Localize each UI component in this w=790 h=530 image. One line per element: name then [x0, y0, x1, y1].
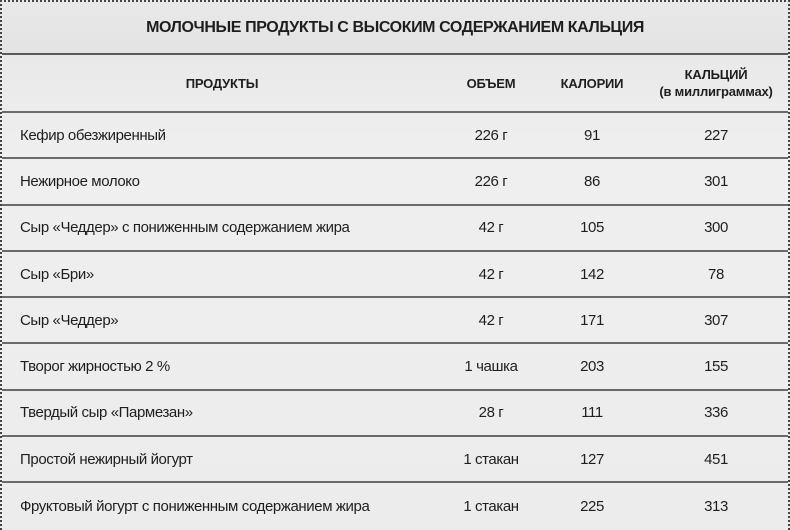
calcium-cell: 307: [704, 311, 728, 329]
calcium-cell: 301: [704, 172, 728, 190]
calories-cell: 105: [580, 219, 604, 237]
header-calcium: КАЛЬЦИЙ (в миллиграммах): [644, 66, 788, 100]
calories-cell: 142: [580, 265, 604, 283]
volume-cell: 42 г: [478, 219, 504, 237]
product-name-cell: Сыр «Чеддер»: [20, 311, 119, 329]
table-row: Фруктовый йогурт с пониженным содержание…: [2, 483, 788, 529]
calories-cell: 203: [580, 358, 604, 376]
calcium-cell: 313: [704, 498, 728, 516]
calories-cell: 127: [580, 450, 604, 468]
product-name-cell: Простой нежирный йогурт: [20, 450, 193, 468]
volume-cell: 1 стакан: [463, 450, 519, 468]
product-name-cell: Сыр «Чеддер» с пониженным содержанием жи…: [20, 219, 350, 237]
calories-cell: 225: [580, 498, 604, 516]
volume-cell: 42 г: [478, 265, 504, 283]
volume-cell: 42 г: [478, 311, 504, 329]
table-row: Кефир обезжиренный 226 г 91 227: [2, 113, 788, 160]
table-row: Сыр «Бри» 42 г 142 78: [2, 252, 788, 299]
header-row: ПРОДУКТЫ ОБЪЕМ КАЛОРИИ КАЛЬЦИЙ (в миллиг…: [2, 55, 788, 113]
calcium-cell: 336: [704, 404, 728, 422]
calcium-cell: 78: [708, 265, 724, 283]
product-name-cell: Кефир обезжиренный: [20, 126, 166, 144]
calories-cell: 111: [581, 404, 603, 422]
table-row: Сыр «Чеддер» с пониженным содержанием жи…: [2, 206, 788, 252]
header-products: ПРОДУКТЫ: [185, 75, 259, 91]
calories-cell: 171: [580, 311, 604, 329]
calories-cell: 86: [584, 172, 600, 190]
table-row: Простой нежирный йогурт 1 стакан 127 451: [2, 437, 788, 484]
volume-cell: 226 г: [474, 172, 508, 190]
header-calcium-label: КАЛЬЦИЙ: [684, 67, 748, 82]
product-name-cell: Творог жирностью 2 %: [20, 358, 170, 376]
calcium-cell: 227: [704, 126, 728, 144]
product-name-cell: Сыр «Бри»: [20, 265, 94, 283]
volume-cell: 1 чашка: [464, 358, 518, 376]
header-calcium-unit: (в миллиграммах): [659, 84, 773, 99]
volume-cell: 226 г: [474, 126, 508, 144]
table-row: Творог жирностью 2 % 1 чашка 203 155: [2, 344, 788, 391]
table-title: МОЛОЧНЫЕ ПРОДУКТЫ С ВЫСОКИМ СОДЕРЖАНИЕМ …: [2, 2, 788, 55]
calcium-cell: 451: [704, 450, 728, 468]
product-name-cell: Нежирное молоко: [20, 172, 140, 190]
calories-cell: 91: [584, 126, 600, 144]
calcium-cell: 300: [704, 219, 728, 237]
product-name-cell: Твердый сыр «Пармезан»: [20, 404, 193, 422]
header-volume: ОБЪЕМ: [466, 75, 516, 91]
calcium-cell: 155: [704, 358, 728, 376]
table-row: Нежирное молоко 226 г 86 301: [2, 159, 788, 206]
table-row: Сыр «Чеддер» 42 г 171 307: [2, 298, 788, 345]
volume-cell: 28 г: [478, 404, 504, 422]
table-row: Твердый сыр «Пармезан» 28 г 111 336: [2, 391, 788, 438]
product-name-cell: Фруктовый йогурт с пониженным содержание…: [20, 498, 370, 516]
volume-cell: 1 стакан: [463, 498, 519, 516]
header-calories: КАЛОРИИ: [560, 75, 624, 91]
